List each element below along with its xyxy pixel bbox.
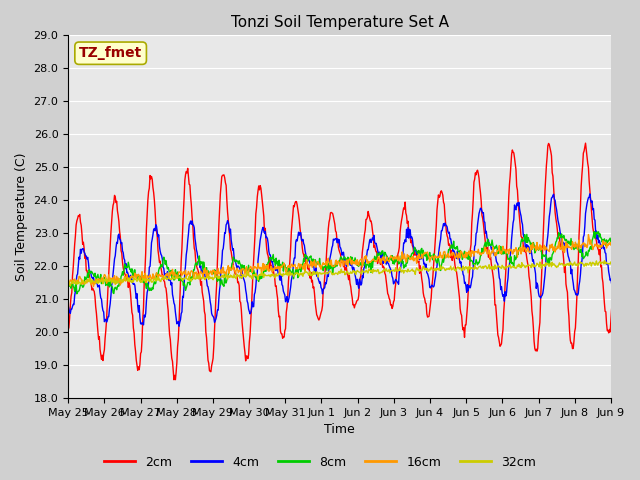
2cm <box>417 263 424 269</box>
2cm <box>401 199 409 205</box>
32cm <box>434 266 442 272</box>
16cm <box>417 256 424 262</box>
16cm <box>632 231 640 237</box>
2cm <box>582 140 589 146</box>
32cm <box>67 283 74 289</box>
16cm <box>504 247 512 252</box>
8cm <box>401 262 409 267</box>
4cm <box>564 249 572 254</box>
2cm <box>64 327 72 333</box>
X-axis label: Time: Time <box>324 423 355 436</box>
8cm <box>564 239 572 245</box>
16cm <box>564 241 572 247</box>
Line: 8cm: 8cm <box>68 228 640 294</box>
Text: TZ_fmet: TZ_fmet <box>79 46 142 60</box>
16cm <box>100 272 108 277</box>
4cm <box>417 253 424 259</box>
4cm <box>434 255 442 261</box>
2cm <box>170 377 178 383</box>
Line: 16cm: 16cm <box>68 234 640 287</box>
8cm <box>630 226 638 231</box>
4cm <box>100 309 108 315</box>
Line: 2cm: 2cm <box>68 143 640 380</box>
4cm <box>504 275 512 281</box>
4cm <box>401 237 409 242</box>
Legend: 2cm, 4cm, 8cm, 16cm, 32cm: 2cm, 4cm, 8cm, 16cm, 32cm <box>99 451 541 474</box>
4cm <box>175 324 183 329</box>
8cm <box>504 257 512 263</box>
8cm <box>417 252 424 257</box>
Title: Tonzi Soil Temperature Set A: Tonzi Soil Temperature Set A <box>230 15 449 30</box>
32cm <box>564 262 572 268</box>
8cm <box>434 254 442 260</box>
32cm <box>401 268 409 274</box>
8cm <box>100 275 108 281</box>
Line: 32cm: 32cm <box>68 259 640 286</box>
2cm <box>100 351 108 357</box>
Y-axis label: Soil Temperature (C): Soil Temperature (C) <box>15 152 28 281</box>
2cm <box>504 216 512 221</box>
8cm <box>73 291 81 297</box>
16cm <box>64 279 72 285</box>
32cm <box>504 264 512 270</box>
32cm <box>100 276 108 282</box>
2cm <box>564 289 572 295</box>
16cm <box>90 284 97 289</box>
4cm <box>586 191 594 197</box>
4cm <box>64 303 72 309</box>
32cm <box>64 281 72 287</box>
32cm <box>417 267 424 273</box>
16cm <box>434 255 442 261</box>
Line: 4cm: 4cm <box>68 194 640 326</box>
16cm <box>401 255 409 261</box>
8cm <box>64 279 72 285</box>
2cm <box>434 200 442 205</box>
